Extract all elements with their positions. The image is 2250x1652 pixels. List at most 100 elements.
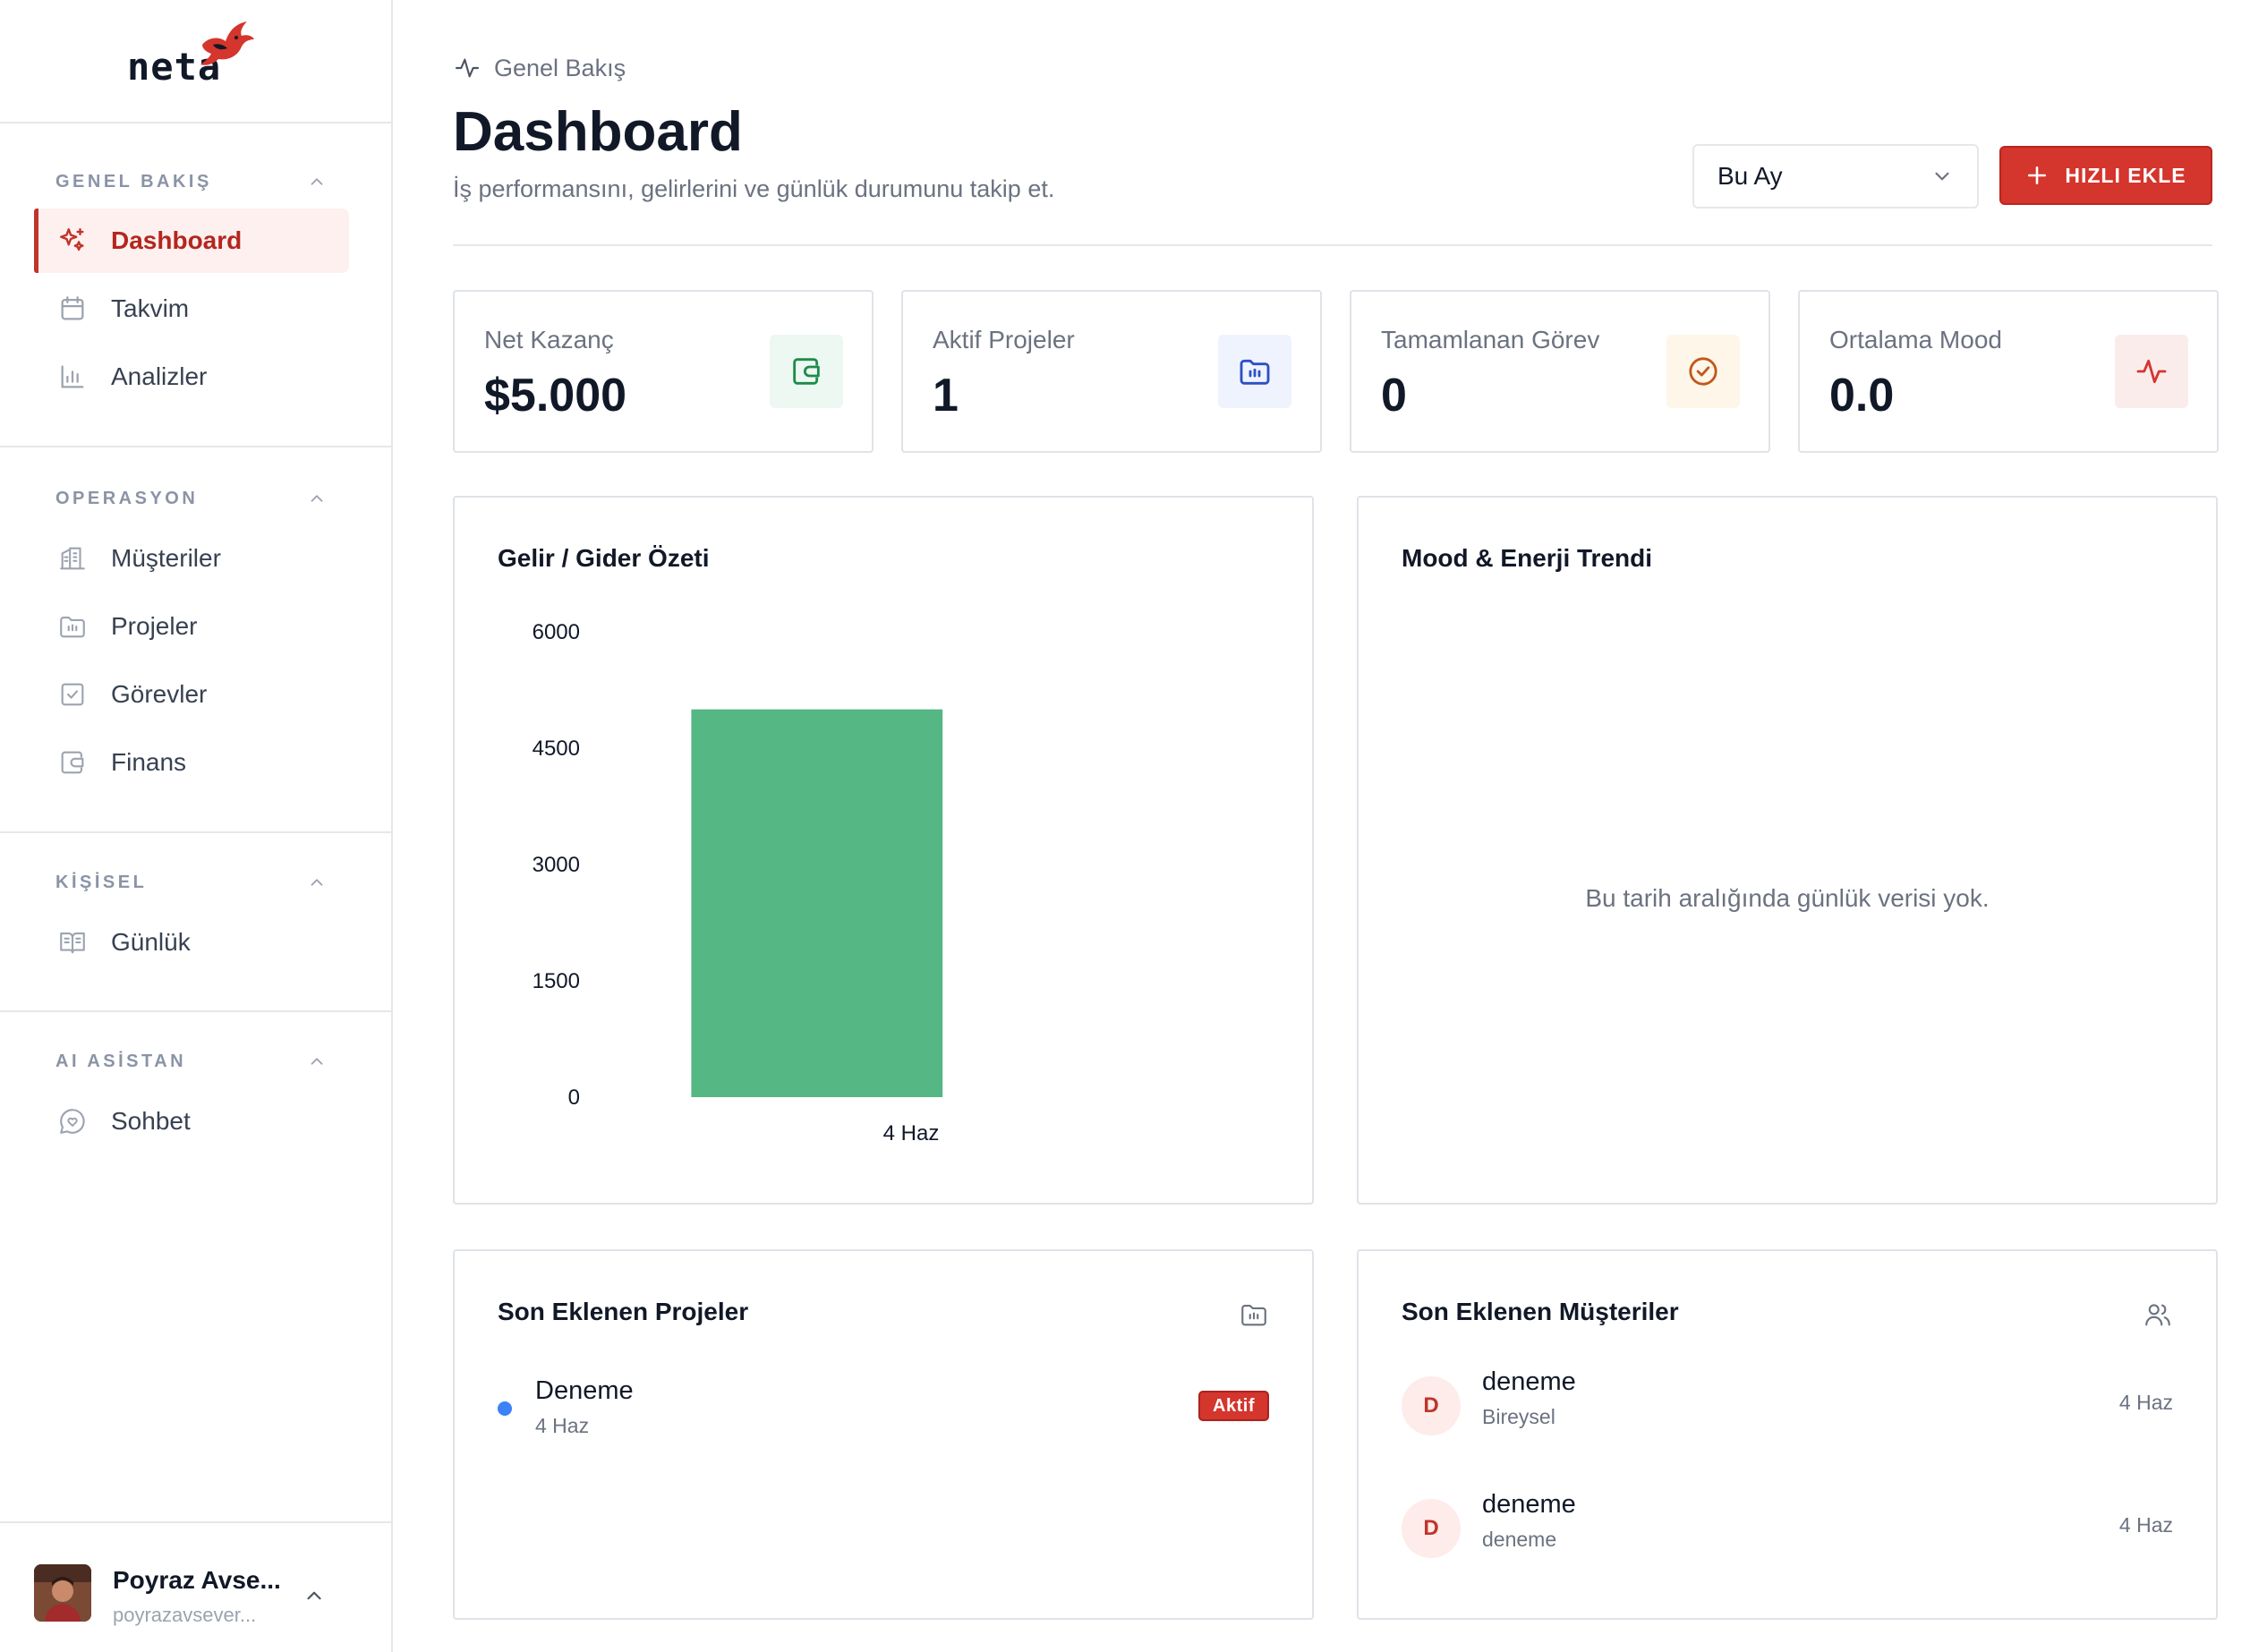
avatar [34, 1564, 91, 1622]
nav-section-genel-bakis: GENEL BAKIŞ Dashboard Takvim Analizler [0, 123, 391, 447]
list-item[interactable]: Deneme 4 Haz Aktif [498, 1376, 1269, 1448]
building-icon [60, 547, 85, 570]
stat-icon-box [1666, 335, 1740, 408]
customer-name: deneme [1482, 1367, 1576, 1396]
user-name: Poyraz Avse... [113, 1566, 281, 1594]
chevron-up-icon[interactable] [303, 1584, 326, 1607]
sidebar-item-label: Finans [111, 748, 187, 776]
chevron-up-icon [311, 178, 323, 185]
empty-state-message: Bu tarih aralığında günlük verisi yok. [1585, 884, 1990, 912]
income-expense-card: Gelir / Gider Özeti 6000 4500 3000 1500 0 4 H… [453, 496, 1314, 1205]
sidebar-item-projeler[interactable]: Projeler [34, 594, 349, 659]
sidebar-item-label: Projeler [111, 612, 198, 640]
stat-card-aktif-projeler: Aktif Projeler 1 [901, 290, 1322, 453]
section-title: GENEL BAKIŞ [55, 171, 212, 192]
income-expense-chart: 6000 4500 3000 1500 0 4 Haz [533, 620, 943, 1145]
period-select-value: Bu Ay [1717, 162, 1783, 190]
chevron-down-icon [1935, 172, 1949, 181]
folder-icon [60, 617, 85, 638]
page-title: Dashboard [453, 101, 743, 163]
chevron-up-icon [311, 879, 323, 886]
bar-chart-icon [61, 365, 84, 388]
sidebar-item-finans[interactable]: Finans [34, 730, 349, 795]
stat-label: Net Kazanç [484, 326, 614, 353]
sidebar-item-label: Analizler [111, 362, 208, 390]
recent-projects-card: Son Eklenen Projeler Deneme 4 Haz Aktif [453, 1249, 1314, 1620]
stat-icon-box [2115, 335, 2188, 408]
card-title: Son Eklenen Müşteriler [1402, 1298, 1679, 1325]
sidebar-item-gunluk[interactable]: Günlük [34, 910, 349, 975]
user-menu[interactable]: Poyraz Avse... poyrazavsever... [0, 1521, 391, 1652]
wallet-icon [793, 358, 820, 385]
book-icon [60, 932, 85, 954]
stat-value: 0.0 [1829, 370, 1895, 422]
section-header-operasyon[interactable]: OPERASYON [55, 485, 327, 512]
sidebar-item-label: Sohbet [111, 1107, 191, 1135]
stat-label: Tamamlanan Görev [1381, 326, 1600, 353]
users-icon [2145, 1304, 2170, 1326]
bird-logo-icon [200, 21, 254, 65]
section-title: KİŞİSEL [55, 872, 148, 892]
card-title: Mood & Enerji Trendi [1402, 544, 1653, 572]
stat-card-ortalama-mood: Ortalama Mood 0.0 [1798, 290, 2219, 453]
section-header-genel-bakis[interactable]: GENEL BAKIŞ [55, 168, 327, 195]
y-tick-label: 3000 [533, 853, 580, 877]
section-header-ai-asistan[interactable]: AI ASİSTAN [55, 1048, 327, 1075]
sidebar-item-dashboard[interactable]: Dashboard [34, 209, 349, 273]
nav-section-kisisel: KİŞİSEL Günlük [0, 833, 391, 1012]
avatar: D [1402, 1376, 1461, 1435]
sidebar-item-analizler[interactable]: Analizler [34, 345, 349, 409]
logo-area: neta [0, 0, 391, 123]
customer-type: Bireysel [1482, 1405, 1555, 1428]
stat-card-net-kazanc: Net Kazanç $5.000 [453, 290, 874, 453]
sidebar-item-label: Takvim [111, 294, 190, 322]
sparkle-icon [60, 228, 84, 251]
sidebar-item-label: Görevler [111, 680, 208, 708]
customer-name: deneme [1482, 1490, 1576, 1519]
activity-icon [2136, 359, 2167, 384]
project-date: 4 Haz [535, 1414, 590, 1437]
stat-icon-box [1218, 335, 1291, 408]
page-subtitle: İş performansını, gelirlerini ve günlük … [453, 175, 1055, 202]
mood-trend-card: Mood & Enerji Trendi Bu tarih aralığında… [1357, 496, 2218, 1205]
stat-value: 0 [1381, 370, 1407, 422]
list-item[interactable]: D deneme Bireysel 4 Haz [1402, 1367, 2173, 1448]
project-name: Deneme [535, 1376, 634, 1405]
sidebar-item-musteriler[interactable]: Müşteriler [34, 526, 349, 591]
sidebar-item-sohbet[interactable]: Sohbet [34, 1089, 349, 1154]
card-title: Son Eklenen Projeler [498, 1298, 749, 1325]
list-item[interactable]: D deneme deneme 4 Haz [1402, 1490, 2173, 1571]
chevron-up-icon [311, 495, 323, 502]
avatar: D [1402, 1499, 1461, 1558]
activity-icon [455, 58, 480, 78]
sidebar-item-label: Dashboard [111, 226, 243, 254]
plus-icon [2028, 166, 2047, 184]
user-email: poyrazavsever... [113, 1604, 257, 1626]
bar[interactable] [691, 709, 943, 1097]
y-tick-label: 6000 [533, 620, 580, 644]
quick-add-button[interactable]: HIZLI EKLE [1999, 146, 2212, 205]
sidebar: neta GENEL BAKIŞ Dashboard Takvim Analiz… [0, 0, 393, 1652]
status-badge: Aktif [1198, 1391, 1269, 1421]
y-tick-label: 4500 [533, 737, 580, 761]
folder-icon [1240, 359, 1270, 385]
y-tick-label: 0 [568, 1086, 580, 1110]
quick-add-label: HIZLI EKLE [2065, 163, 2186, 187]
period-select[interactable]: Bu Ay [1692, 144, 1979, 209]
sidebar-item-takvim[interactable]: Takvim [34, 277, 349, 341]
stat-label: Ortalama Mood [1829, 326, 2002, 353]
recent-customers-card: Son Eklenen Müşteriler D deneme Bireysel… [1357, 1249, 2218, 1620]
customer-date: 4 Haz [2118, 1513, 2173, 1537]
section-title: AI ASİSTAN [55, 1051, 187, 1071]
y-tick-label: 1500 [533, 969, 580, 993]
stat-card-tamamlanan-gorev: Tamamlanan Görev 0 [1350, 290, 1770, 453]
calendar-icon [61, 296, 84, 320]
wallet-icon [61, 751, 84, 774]
x-tick-label: 4 Haz [883, 1121, 940, 1145]
nav-section-ai-asistan: AI ASİSTAN Sohbet [0, 1012, 391, 1191]
section-header-kisisel[interactable]: KİŞİSEL [55, 869, 327, 896]
sidebar-item-gorevler[interactable]: Görevler [34, 662, 349, 727]
check-circle-icon [1689, 357, 1717, 386]
stat-value: 1 [933, 370, 959, 422]
logo-text[interactable]: neta [127, 45, 222, 89]
